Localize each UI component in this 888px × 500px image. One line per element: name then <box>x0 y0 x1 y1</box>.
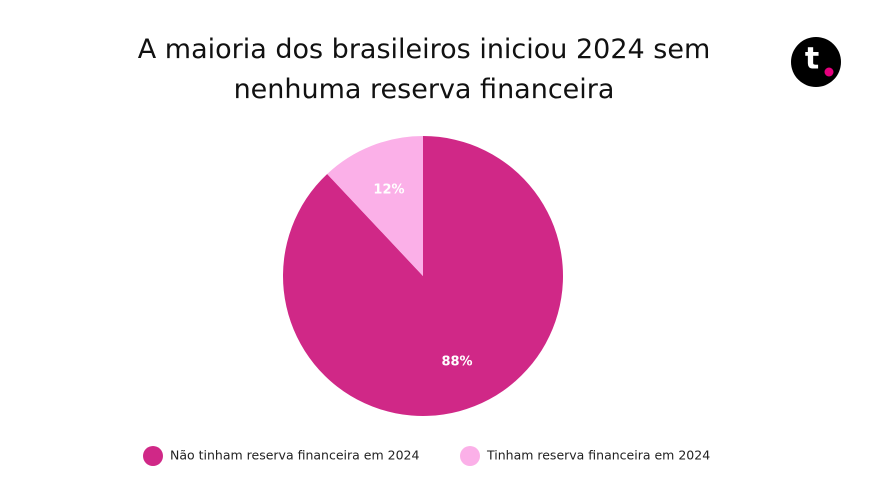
slice-label: 88% <box>441 354 472 369</box>
slice-label: 12% <box>373 183 404 198</box>
pie-slice <box>327 136 423 276</box>
legend-label: Tinham reserva financeira em 2024 <box>486 448 710 463</box>
chart-title: A maioria dos brasileiros iniciou 2024 s… <box>137 34 711 105</box>
legend-label: Não tinham reserva financeira em 2024 <box>170 448 419 463</box>
legend-swatch <box>143 446 163 466</box>
legend-swatch <box>460 446 480 466</box>
pie-slice <box>282 136 563 416</box>
logo-text: t <box>805 42 819 77</box>
logo-dot <box>824 67 834 77</box>
